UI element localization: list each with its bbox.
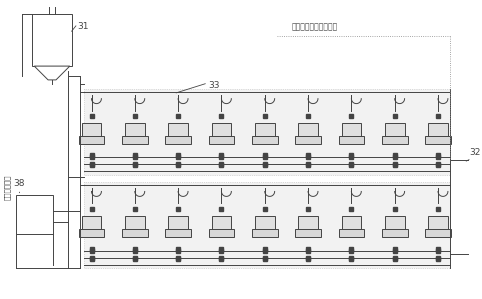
Bar	[212, 216, 231, 229]
Bar	[298, 216, 318, 229]
Bar	[212, 123, 231, 136]
Bar	[385, 216, 404, 229]
Bar	[382, 229, 408, 237]
Bar	[122, 136, 147, 144]
Bar	[252, 136, 278, 144]
Polygon shape	[34, 66, 70, 80]
Bar	[209, 229, 234, 237]
Bar	[298, 123, 318, 136]
Bar	[79, 229, 104, 237]
Bar	[295, 136, 321, 144]
Bar	[252, 229, 278, 237]
Bar	[168, 123, 188, 136]
Bar	[295, 229, 321, 237]
Bar	[168, 216, 188, 229]
Bar	[125, 123, 145, 136]
Bar	[342, 123, 362, 136]
Bar	[165, 136, 191, 144]
Text: 32: 32	[469, 148, 481, 157]
Bar	[83, 181, 450, 269]
Bar	[425, 136, 451, 144]
Bar	[382, 136, 408, 144]
Text: 导热油来自导热油锅炉: 导热油来自导热油锅炉	[292, 22, 338, 31]
Bar	[209, 136, 234, 144]
Bar	[338, 136, 364, 144]
Text: 33: 33	[208, 81, 219, 90]
Bar	[15, 196, 53, 234]
Text: 来自半成品池: 来自半成品池	[4, 175, 10, 200]
Bar	[83, 89, 450, 175]
Text: 31: 31	[78, 22, 89, 31]
Bar	[81, 123, 101, 136]
Bar	[255, 123, 275, 136]
Bar	[428, 123, 448, 136]
Bar	[32, 14, 72, 66]
Bar	[425, 229, 451, 237]
Bar	[338, 229, 364, 237]
Bar	[81, 216, 101, 229]
Bar	[255, 216, 275, 229]
Bar	[79, 136, 104, 144]
Bar	[342, 216, 362, 229]
Text: 38: 38	[13, 179, 25, 187]
Bar	[125, 216, 145, 229]
Bar	[165, 229, 191, 237]
Bar	[122, 229, 147, 237]
Bar	[385, 123, 404, 136]
Bar	[428, 216, 448, 229]
